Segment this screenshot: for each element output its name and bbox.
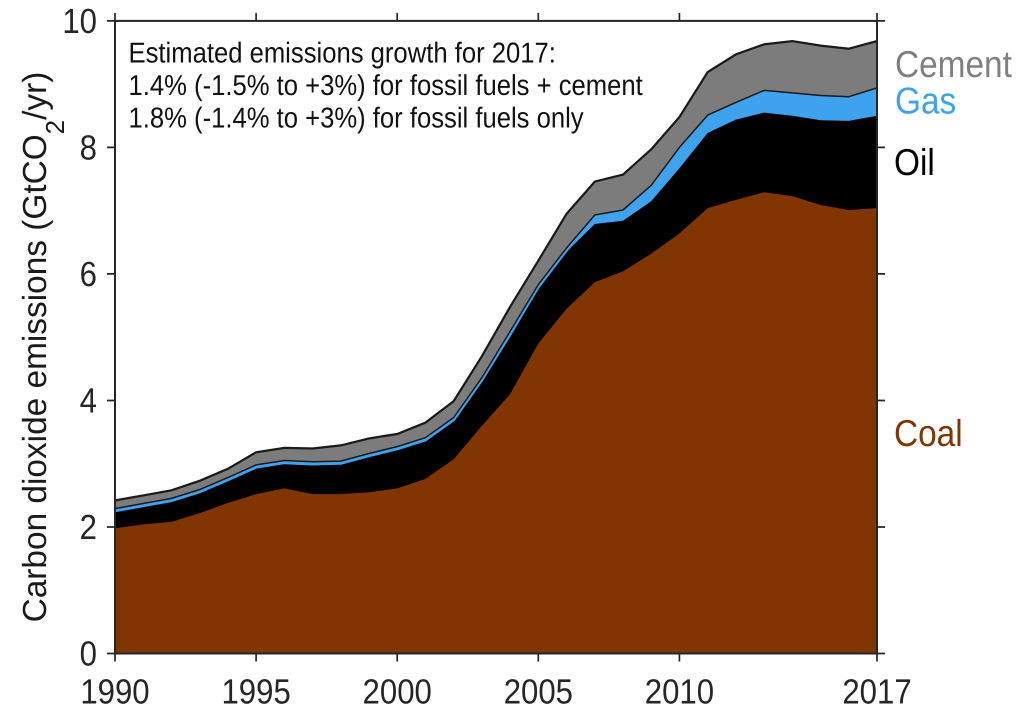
svg-text:Gas: Gas	[895, 80, 956, 122]
svg-text:1995: 1995	[221, 673, 290, 712]
svg-text:Coal: Coal	[894, 412, 963, 454]
svg-text:2005: 2005	[504, 673, 573, 712]
svg-text:1.8% (-1.4% to +3%) for fossil: 1.8% (-1.4% to +3%) for fossil fuels onl…	[129, 102, 585, 134]
svg-text:1.4% (-1.5% to +3%) for fossil: 1.4% (-1.5% to +3%) for fossil fuels + c…	[129, 70, 643, 102]
svg-text:1990: 1990	[80, 673, 149, 712]
svg-text:2017: 2017	[842, 673, 911, 712]
svg-text:0: 0	[80, 635, 97, 674]
svg-text:Estimated emissions growth for: Estimated emissions growth for 2017:	[129, 38, 556, 70]
svg-text:Cement: Cement	[895, 43, 1012, 85]
svg-text:6: 6	[80, 255, 97, 294]
svg-text:2: 2	[80, 508, 97, 547]
svg-text:8: 8	[80, 128, 97, 167]
svg-text:10: 10	[62, 2, 97, 41]
svg-text:4: 4	[80, 382, 97, 421]
svg-text:2010: 2010	[645, 673, 714, 712]
svg-text:2000: 2000	[363, 673, 432, 712]
svg-text:Oil: Oil	[894, 141, 935, 183]
